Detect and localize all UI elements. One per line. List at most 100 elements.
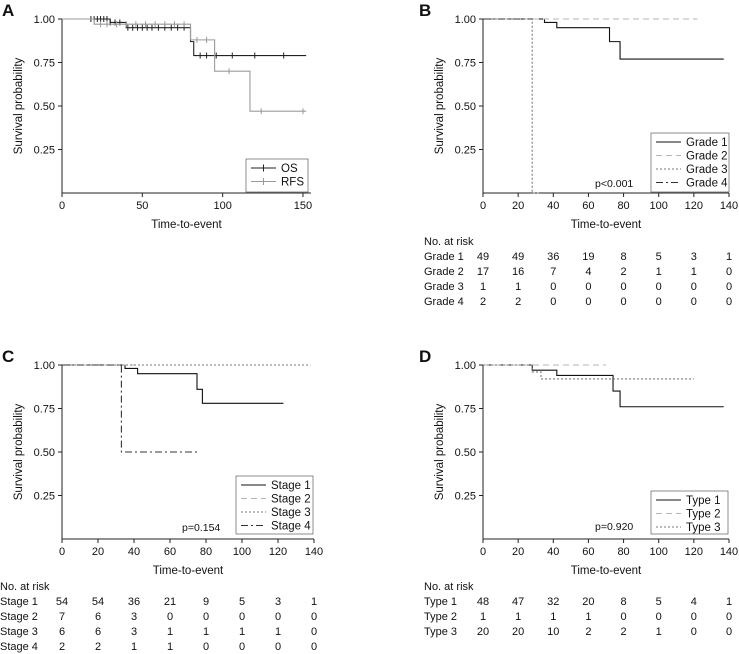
risk-value-c: 0 (239, 611, 245, 623)
x-tick-label-b: 40 (547, 200, 559, 212)
x-tick-label-b: 20 (512, 200, 524, 212)
y-tick-label-c: 0.25 (34, 491, 55, 503)
risk-value-b: 0 (550, 296, 556, 308)
risk-value-d: 10 (547, 626, 559, 638)
risk-value-c: 6 (95, 611, 101, 623)
risk-value-d: 0 (691, 626, 697, 638)
risk-value-b: 36 (547, 251, 559, 263)
risk-value-d: 0 (726, 626, 732, 638)
x-tick-label-c: 60 (164, 546, 176, 558)
risk-row-label-c: Stage 4 (0, 641, 38, 653)
risk-value-d: 0 (656, 611, 662, 623)
risk-value-c: 21 (164, 596, 176, 608)
y-tick-label-b: 0.25 (455, 145, 476, 157)
risk-row-label-b: Grade 2 (424, 266, 464, 278)
y-axis-title-b: Survival probability (434, 57, 446, 154)
risk-value-c: 3 (131, 611, 137, 623)
x-tick-label-c: 100 (233, 546, 251, 558)
x-tick-label-d: 140 (720, 546, 738, 558)
risk-value-b: 4 (585, 266, 591, 278)
x-tick-label-b: 100 (650, 200, 668, 212)
risk-value-c: 1 (311, 596, 317, 608)
x-tick-label-c: 80 (200, 546, 212, 558)
y-tick-label-d: 0.75 (455, 404, 476, 416)
risk-value-b: 0 (691, 281, 697, 293)
risk-value-d: 4 (691, 596, 697, 608)
risk-value-c: 0 (311, 641, 317, 653)
risk-value-b: 1 (480, 281, 486, 293)
risk-value-d: 1 (550, 611, 556, 623)
risk-value-b: 0 (691, 296, 697, 308)
x-tick-label-c: 40 (128, 546, 140, 558)
x-tick-label-c: 0 (59, 546, 65, 558)
x-tick-label-b: 0 (480, 200, 486, 212)
risk-value-b: 8 (621, 251, 627, 263)
series-line-c-stage-4 (62, 364, 199, 453)
y-axis-title-a: Survival probability (13, 57, 25, 154)
x-tick-label-a: 0 (59, 200, 65, 212)
y-tick-label-a: 0.25 (34, 145, 55, 157)
risk-value-c: 0 (275, 641, 281, 653)
risk-value-c: 1 (203, 626, 209, 638)
risk-value-d: 1 (726, 596, 732, 608)
risk-table-title-c: No. at risk (0, 581, 50, 593)
series-line-b-grade-3 (483, 18, 540, 194)
risk-value-d: 1 (515, 611, 521, 623)
legend-label-c: Stage 2 (271, 494, 311, 506)
x-tick-label-b: 140 (720, 200, 738, 212)
legend-box-b (650, 132, 730, 193)
risk-value-b: 7 (550, 266, 556, 278)
series-line-d-type-3 (483, 364, 694, 380)
y-axis-title-c: Survival probability (13, 403, 25, 500)
y-tick-label-a: 0.50 (34, 101, 55, 113)
risk-value-d: 47 (512, 596, 524, 608)
y-tick-label-c: 0.75 (34, 404, 55, 416)
legend-label-b: Grade 4 (686, 178, 728, 190)
panel-letter-b: B (419, 1, 431, 20)
risk-value-b: 0 (726, 266, 732, 278)
x-tick-label-d: 60 (582, 546, 594, 558)
legend-label-b: Grade 3 (686, 164, 728, 176)
risk-value-d: 5 (656, 596, 662, 608)
series-line-b-grade-1 (483, 18, 724, 60)
p-value-b: p<0.001 (595, 178, 633, 190)
risk-row-label-b: Grade 1 (424, 251, 464, 263)
risk-value-d: 1 (656, 626, 662, 638)
risk-value-c: 36 (128, 596, 140, 608)
risk-value-d: 8 (621, 596, 627, 608)
risk-value-c: 1 (275, 626, 281, 638)
risk-value-b: 0 (621, 281, 627, 293)
panel-letter-a: A (2, 1, 14, 20)
legend-label-c: Stage 4 (271, 521, 311, 533)
risk-value-b: 49 (477, 251, 489, 263)
risk-value-b: 1 (656, 266, 662, 278)
risk-value-c: 0 (239, 641, 245, 653)
x-axis-title-b: Time-to-event (571, 219, 642, 231)
risk-value-d: 1 (585, 611, 591, 623)
p-value-d: p=0.920 (595, 521, 633, 533)
risk-value-d: 32 (547, 596, 559, 608)
y-tick-label-c: 0.50 (34, 447, 55, 459)
risk-value-b: 1 (726, 251, 732, 263)
risk-value-b: 1 (691, 266, 697, 278)
x-tick-label-a: 50 (136, 200, 148, 212)
legend-box-c (235, 475, 314, 535)
risk-value-b: 3 (691, 251, 697, 263)
risk-value-b: 1 (515, 281, 521, 293)
series-line-a-rfs (62, 18, 307, 112)
risk-row-label-c: Stage 3 (0, 626, 38, 638)
risk-value-c: 54 (56, 596, 68, 608)
risk-value-c: 6 (59, 626, 65, 638)
risk-value-d: 2 (621, 626, 627, 638)
risk-value-b: 0 (656, 296, 662, 308)
y-tick-label-a: 1.00 (34, 14, 55, 26)
risk-value-c: 3 (131, 626, 137, 638)
risk-value-b: 5 (656, 251, 662, 263)
risk-row-label-b: Grade 4 (424, 296, 464, 308)
y-tick-label-d: 0.50 (455, 447, 476, 459)
p-value-c: p=0.154 (182, 522, 220, 534)
x-tick-label-b: 80 (617, 200, 629, 212)
panel-letter-d: D (419, 347, 431, 366)
risk-row-label-b: Grade 3 (424, 281, 464, 293)
